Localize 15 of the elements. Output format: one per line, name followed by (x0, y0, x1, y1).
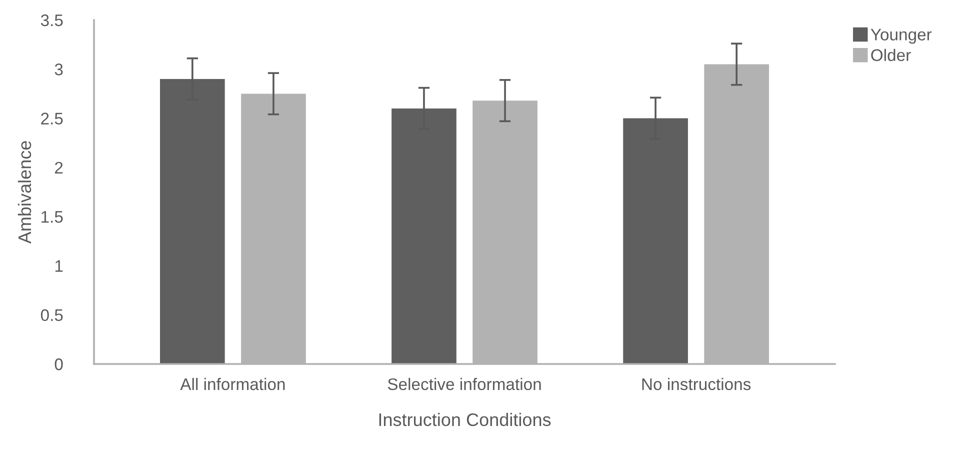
y-tick-label: 3.5 (40, 14, 63, 26)
y-tick-label: 1.5 (42, 211, 63, 223)
y-tick-label: 3 (54, 64, 63, 76)
x-tick-label: Selective information (388, 378, 541, 390)
y-tick-label: 1 (55, 260, 63, 272)
y-tick-label: 2.5 (41, 112, 63, 124)
y-axis-title: Ambivalence (18, 141, 32, 244)
y-tick-label: 0 (54, 358, 63, 370)
y-tick-label: 2 (55, 162, 63, 174)
x-tick-label: No instructions (642, 378, 751, 390)
legend-label: Older (871, 48, 911, 62)
x-axis-title: Instruction Conditions (379, 412, 551, 426)
legend-label: Younger (870, 28, 932, 44)
x-tick-label: All information (180, 378, 285, 390)
y-tick-label: 0.5 (40, 309, 63, 322)
